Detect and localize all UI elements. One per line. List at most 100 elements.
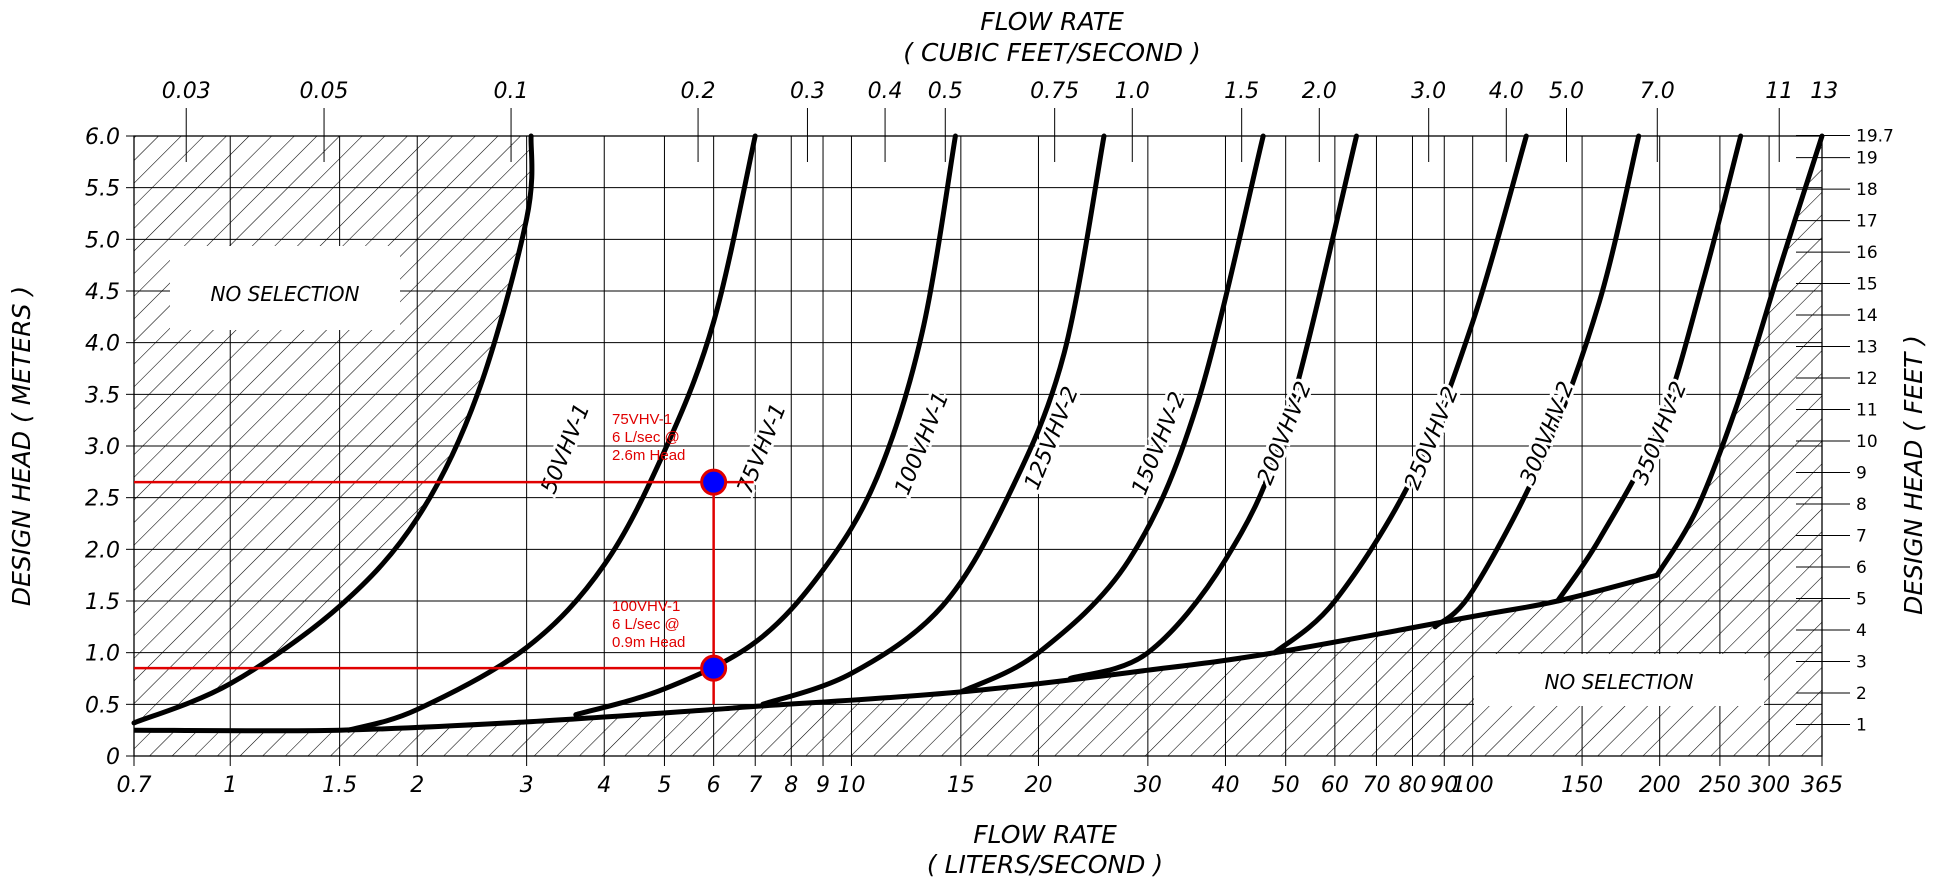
- right-tick-label: 2: [1856, 684, 1867, 704]
- right-tick-label: 1: [1856, 716, 1867, 736]
- no-selection-label-upper: NO SELECTION: [211, 282, 360, 306]
- right-tick-label: 5: [1856, 590, 1867, 610]
- left-tick-label: 6.0: [85, 125, 120, 150]
- left-tick-label: 4.5: [85, 280, 120, 305]
- top-axis-subtitle: ( CUBIC FEET/SECOND ): [903, 38, 1201, 67]
- top-tick-label: 0.1: [494, 79, 529, 104]
- top-tick-label: 0.3: [790, 79, 825, 104]
- pump-curve-9: [1654, 133, 1825, 578]
- annotation-text-0-2: 2.6m Head: [612, 447, 685, 464]
- right-tick-label: 9: [1856, 464, 1867, 484]
- top-tick-label: 0.4: [868, 79, 903, 104]
- bottom-tick-label: 300: [1748, 773, 1790, 798]
- annotation-text-1-2: 0.9m Head: [612, 634, 685, 651]
- bottom-tick-label: 50: [1272, 773, 1300, 798]
- top-tick-label: 1.0: [1115, 79, 1150, 104]
- pump-curve-5: [1067, 133, 1359, 681]
- left-tick-label: 2.0: [85, 538, 120, 563]
- right-tick-label: 13: [1856, 338, 1878, 358]
- pump-curve-0: [131, 133, 535, 726]
- annotation-text-0-1: 6 L/sec @: [612, 429, 680, 446]
- bottom-tick-label: 200: [1639, 773, 1681, 798]
- bottom-tick-label: 6: [707, 773, 721, 798]
- left-axis-title: DESIGN HEAD ( METERS ): [7, 286, 36, 606]
- left-tick-label: 3.5: [85, 383, 120, 408]
- top-tick-label: 13: [1810, 79, 1838, 104]
- left-tick-label: 3.0: [85, 435, 120, 460]
- top-tick-label: 3.0: [1411, 79, 1446, 104]
- right-tick-label: 4: [1856, 621, 1867, 641]
- pump-curve-8: [1555, 133, 1744, 604]
- top-tick-label: 0.2: [681, 79, 716, 104]
- right-tick-label: 12: [1856, 369, 1878, 389]
- bottom-axis-subtitle: ( LITERS/SECOND ): [927, 850, 1163, 878]
- bottom-tick-label: 1.5: [322, 773, 357, 798]
- left-tick-label: 5.5: [85, 177, 120, 202]
- top-tick-label: 1.5: [1224, 79, 1259, 104]
- right-tick-label: 18: [1856, 180, 1878, 200]
- right-tick-label: 14: [1856, 306, 1878, 326]
- bottom-tick-label: 365: [1801, 773, 1843, 798]
- no-selection-label-lower: NO SELECTION: [1545, 670, 1694, 694]
- bottom-tick-label: 60: [1321, 773, 1349, 798]
- top-tick-label: 0.75: [1030, 79, 1079, 104]
- right-tick-label: 6: [1856, 558, 1867, 578]
- pump-curve-7: [1432, 133, 1642, 630]
- bottom-tick-label: 40: [1211, 773, 1239, 798]
- bottom-tick-label: 4: [597, 773, 611, 798]
- annotation-text-0-0: 75VHV-1: [612, 411, 672, 428]
- minimum-head-curve: [133, 572, 1658, 734]
- right-tick-label: 3: [1856, 653, 1867, 673]
- left-tick-label: 5.0: [85, 228, 120, 253]
- right-tick-label: 19: [1856, 149, 1878, 169]
- bottom-tick-label: 100: [1452, 773, 1494, 798]
- bottom-tick-label: 0.7: [117, 773, 152, 798]
- axis-titles: FLOW RATE ( CUBIC FEET/SECOND ) FLOW RAT…: [7, 7, 1928, 878]
- right-tick-label: 15: [1856, 275, 1878, 295]
- bottom-tick-label: 3: [520, 773, 534, 798]
- bottom-tick-label: 1: [223, 773, 237, 798]
- right-tick-label: 19.7: [1856, 127, 1894, 147]
- top-tick-label: 2.0: [1302, 79, 1337, 104]
- operating-point-marker-1: [700, 654, 728, 682]
- pump-curve-3: [760, 133, 1107, 707]
- right-tick-label: 8: [1856, 495, 1867, 515]
- bottom-tick-label: 2: [410, 773, 424, 798]
- bottom-tick-label: 10: [837, 773, 865, 798]
- bottom-tick-label: 90: [1430, 773, 1458, 798]
- left-tick-label: 1.5: [85, 590, 120, 615]
- bottom-tick-label: 15: [947, 773, 975, 798]
- operating-point-marker-0: [700, 468, 728, 496]
- left-tick-label: 4.0: [85, 332, 120, 357]
- top-tick-label: 0.5: [928, 79, 963, 104]
- pump-curve-1: [346, 133, 758, 733]
- bottom-tick-label: 70: [1362, 773, 1390, 798]
- top-tick-label: 4.0: [1489, 79, 1524, 104]
- right-tick-label: 11: [1856, 401, 1878, 421]
- annotation-text-1-1: 6 L/sec @: [612, 616, 680, 633]
- no-selection-labels: NO SELECTION NO SELECTION: [170, 246, 1764, 706]
- bottom-tick-label: 250: [1699, 773, 1741, 798]
- top-tick-label: 0.05: [300, 79, 349, 104]
- right-tick-label: 10: [1856, 432, 1878, 452]
- top-tick-label: 0.03: [162, 79, 211, 104]
- left-tick-label: 0.5: [85, 693, 120, 718]
- left-tick-label: 0: [106, 745, 120, 770]
- bottom-tick-label: 150: [1561, 773, 1603, 798]
- top-tick-label: 11: [1765, 79, 1793, 104]
- bottom-tick-label: 7: [748, 773, 762, 798]
- right-tick-label: 7: [1856, 527, 1867, 547]
- right-axis-title: DESIGN HEAD ( FEET ): [1899, 335, 1928, 615]
- top-axis-title: FLOW RATE: [980, 7, 1124, 36]
- left-tick-label: 1.0: [85, 642, 120, 667]
- pump-curve-6: [1272, 133, 1529, 656]
- bottom-tick-label: 20: [1024, 773, 1052, 798]
- top-tick-label: 7.0: [1640, 79, 1675, 104]
- pump-curve-4: [958, 133, 1266, 695]
- no-selection-box-lower: [1474, 654, 1764, 706]
- bottom-tick-label: 8: [784, 773, 798, 798]
- grid: [126, 108, 1850, 766]
